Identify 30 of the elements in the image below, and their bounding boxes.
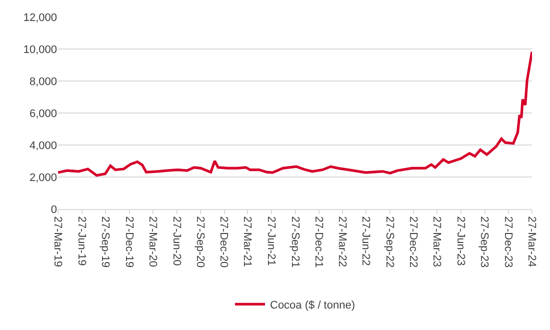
y-tick-label: 2,000 [29, 172, 57, 184]
x-tick-label: 27-Mar-20 [146, 216, 158, 267]
y-tick-label: 6,000 [29, 108, 57, 120]
y-tick-label: 12,000 [23, 12, 57, 24]
x-tick-label: 27-Sep-19 [99, 216, 112, 268]
y-tick-label: 4,000 [29, 140, 57, 152]
x-tick-label: 27-Dec-19 [122, 216, 135, 268]
x-tick-label: 27-Jun-21 [264, 216, 277, 266]
x-tick-label: 27-Sep-21 [288, 216, 301, 268]
x-tick-label: 27-Jun-20 [170, 216, 182, 266]
x-tick-label: 27-Mar-21 [241, 216, 254, 267]
x-tick-label: 27-Mar-19 [51, 216, 64, 267]
y-tick-label: 0 [50, 204, 57, 216]
x-tick-label: 27-Jun-19 [75, 216, 88, 266]
x-tick-label: 27-Jun-23 [454, 216, 466, 266]
x-tick-label: 27-Jun-22 [360, 216, 372, 266]
x-tick-label: 27-Mar-22 [336, 216, 348, 267]
line-series [58, 50, 532, 177]
x-tick-label: 27-Mar-23 [430, 216, 442, 267]
y-tick-label: 8,000 [29, 76, 57, 88]
x-tick-label: 27-Dec-20 [218, 216, 230, 268]
legend-label: Cocoa ($ / tonne) [270, 299, 355, 312]
y-tick-label: 10,000 [23, 44, 57, 56]
x-tick-label: 27-Sep-22 [384, 216, 396, 268]
x-tick-label: 27-Mar-24 [525, 216, 538, 267]
x-tick-label: 27-Dec-22 [407, 216, 420, 268]
x-tick-label: 27-Sep-20 [194, 216, 206, 268]
x-tick-label: 27-Sep-23 [478, 216, 490, 268]
x-tick-label: 27-Dec-21 [312, 216, 324, 268]
x-tick-label: 27-Dec-23 [502, 216, 514, 268]
